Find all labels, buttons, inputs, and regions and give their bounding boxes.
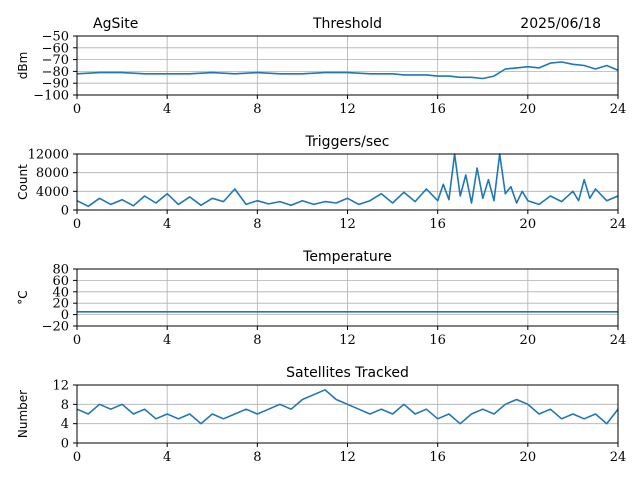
threshold-xtick-label: 12 [339,102,356,117]
threshold-xtick-label: 24 [610,102,627,117]
temperature-xtick-label: 0 [73,333,81,348]
triggers-ytick-label: 0 [61,204,69,219]
threshold-series-line [76,61,619,80]
report-date: 2025/06/18 [520,16,601,32]
threshold-ylabel: dBm [16,52,30,80]
satellites-ytick-label: 4 [61,417,69,432]
triggers-xtick-label: 16 [429,217,446,232]
triggers-panel: 0 4 8 12 16 20 24 0 4000 8000 12000 Triggers/sec Cou… [16,134,626,232]
triggers-ytick-label: 4000 [36,185,69,200]
satellites-panel: 0 4 8 12 16 20 24 0 4 8 12 Satellites Tracked Number [16,365,626,465]
threshold-title: Threshold [312,16,382,32]
triggers-title: Triggers/sec [305,134,390,150]
satellites-xtick-label: 24 [610,450,627,465]
satellites-ytick-label: 12 [52,379,69,394]
triggers-xtick-label: 12 [339,217,356,232]
satellites-ytick-label: 0 [61,437,69,452]
threshold-ytick-label: −80 [42,65,69,80]
temperature-ytick-label: −20 [42,320,69,335]
threshold-ytick-label: −60 [42,41,69,56]
triggers-series-line [76,153,619,208]
threshold-xtick-label: 4 [163,102,171,117]
triggers-xtick-label: 4 [163,217,171,232]
satellites-xtick-label: 12 [339,450,356,465]
satellites-ytick-label: 8 [61,398,69,413]
threshold-panel: 0 4 8 12 16 20 24 −100−90−80−70−60−50 Threshold d… [16,16,626,117]
threshold-xtick-label: 8 [253,102,261,117]
satellites-series-line [76,388,619,425]
charts-container: 0 4 8 12 16 20 24 −100−90−80−70−60−50 Threshold d… [16,16,626,465]
satellites-xtick-label: 8 [253,450,261,465]
triggers-ylabel: Count [16,164,30,200]
temperature-xtick-label: 24 [610,333,627,348]
threshold-xtick-label: 0 [73,102,81,117]
temperature-xtick-label: 4 [163,333,171,348]
temperature-ytick-label: 0 [61,308,69,323]
temperature-title: Temperature [302,249,392,265]
satellites-xtick-label: 20 [520,450,537,465]
triggers-ytick-label: 8000 [36,166,69,181]
threshold-ytick-label: −70 [42,53,69,68]
satellites-xtick-label: 4 [163,450,171,465]
site-name: AgSite [93,16,138,32]
temperature-ytick-label: 40 [52,285,69,300]
threshold-ytick-label: −100 [33,89,69,104]
threshold-xtick-label: 20 [520,102,537,117]
threshold-xtick-label: 16 [429,102,446,117]
satellites-xtick-label: 16 [429,450,446,465]
triggers-xtick-label: 24 [610,217,627,232]
satellites-ylabel: Number [16,390,30,438]
triggers-ytick-label: 12000 [28,148,69,163]
temperature-xtick-label: 20 [520,333,537,348]
temperature-ytick-label: 60 [52,274,69,289]
triggers-xtick-label: 8 [253,217,261,232]
temperature-xtick-label: 16 [429,333,446,348]
triggers-xtick-label: 0 [73,217,81,232]
threshold-ytick-label: −50 [42,30,69,45]
temperature-xtick-label: 12 [339,333,356,348]
satellites-xtick-label: 0 [73,450,81,465]
satellites-title: Satellites Tracked [286,365,409,381]
triggers-xtick-label: 20 [520,217,537,232]
temperature-xtick-label: 8 [253,333,261,348]
temperature-ytick-label: 20 [52,297,69,312]
temperature-ylabel: °C [16,290,30,304]
temperature-ytick-label: 80 [52,263,69,278]
threshold-ytick-label: −90 [42,77,69,92]
